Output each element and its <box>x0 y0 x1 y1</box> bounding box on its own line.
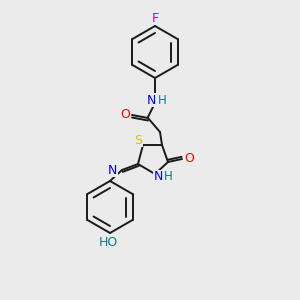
Text: H: H <box>164 170 172 184</box>
Text: N: N <box>108 164 117 176</box>
Text: F: F <box>152 11 159 25</box>
Text: S: S <box>134 134 142 146</box>
Text: N: N <box>146 94 156 106</box>
Text: O: O <box>184 152 194 166</box>
Text: HO: HO <box>98 236 118 250</box>
Text: N: N <box>153 170 163 184</box>
Text: O: O <box>120 109 130 122</box>
Text: H: H <box>158 94 166 106</box>
